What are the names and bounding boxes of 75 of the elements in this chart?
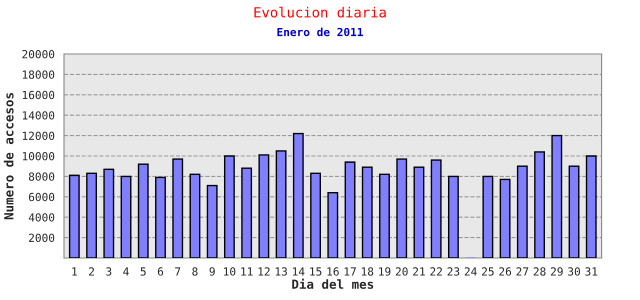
bar xyxy=(534,151,546,258)
x-tick-label: 4 xyxy=(123,267,129,276)
x-tick-label: 5 xyxy=(140,267,146,276)
bar xyxy=(500,178,511,258)
y-tick-label: 12000 xyxy=(22,132,54,140)
x-tick-label: 6 xyxy=(158,267,164,276)
y-tick-label: 14000 xyxy=(22,111,54,120)
bar xyxy=(516,166,528,258)
x-tick-label: 1 xyxy=(72,267,77,276)
x-tick-label: 21 xyxy=(413,267,425,276)
bar xyxy=(362,166,373,258)
x-tick-label: 26 xyxy=(499,267,512,276)
y-tick-label: 6000 xyxy=(28,192,54,202)
x-tick-label: 22 xyxy=(430,267,442,276)
x-tick-label: 24 xyxy=(464,267,477,276)
x-tick-label: 13 xyxy=(276,267,287,276)
y-tick-label: 2000 xyxy=(29,234,54,242)
x-tick-label: 10 xyxy=(224,267,236,276)
bar xyxy=(568,166,580,258)
x-tick-label: 31 xyxy=(585,267,598,276)
x-tick-label: 15 xyxy=(310,267,322,276)
bar xyxy=(448,176,459,258)
y-tick-label: 16000 xyxy=(22,90,54,100)
bar xyxy=(190,174,200,258)
bar xyxy=(68,174,80,258)
x-tick-label: 28 xyxy=(534,267,546,276)
x-tick-label: 3 xyxy=(106,267,112,276)
bar xyxy=(586,155,597,258)
x-tick-label: 7 xyxy=(175,267,180,276)
x-tick-label: 12 xyxy=(258,267,270,276)
x-tick-label: 30 xyxy=(568,267,580,276)
bar xyxy=(258,154,270,258)
x-tick-label: 11 xyxy=(241,267,253,276)
bar xyxy=(482,176,494,258)
x-tick-label: 17 xyxy=(344,267,356,276)
x-tick-label: 20 xyxy=(396,267,408,276)
bar xyxy=(430,159,442,258)
y-axis-title: Numero de accesos xyxy=(4,93,14,220)
bar xyxy=(155,176,166,258)
y-tick-label: 4000 xyxy=(28,213,54,222)
y-tick-label: 8000 xyxy=(28,172,54,181)
bar xyxy=(206,184,218,258)
bar xyxy=(414,166,424,258)
bar xyxy=(396,158,408,258)
x-tick-label: 23 xyxy=(448,267,460,276)
bar xyxy=(276,150,287,258)
x-tick-label: 8 xyxy=(192,267,198,276)
bar xyxy=(103,168,114,258)
bar xyxy=(292,132,304,258)
x-tick-label: 16 xyxy=(327,267,339,276)
y-tick-label: 18000 xyxy=(22,70,54,79)
y-tick-label: 20000 xyxy=(22,50,54,58)
bar xyxy=(379,174,390,258)
bar xyxy=(344,161,356,258)
bar xyxy=(241,168,252,258)
x-axis-title: Dia del mes xyxy=(292,278,374,289)
x-tick-label: 14 xyxy=(292,267,304,276)
bar xyxy=(327,192,338,258)
bar xyxy=(310,172,322,258)
x-tick-label: 25 xyxy=(482,267,494,276)
y-tick-label: 10000 xyxy=(22,152,54,160)
bar xyxy=(138,163,149,258)
x-tick-label: 18 xyxy=(362,267,374,276)
bar xyxy=(551,134,562,258)
bar xyxy=(224,155,235,258)
x-tick-label: 19 xyxy=(379,267,390,276)
x-tick-label: 27 xyxy=(516,267,528,276)
bar xyxy=(120,176,132,258)
chart-title: Evolucion diaria xyxy=(254,6,386,18)
x-tick-label: 2 xyxy=(89,267,94,276)
bar xyxy=(86,172,98,258)
chart-subtitle: Enero de 2011 xyxy=(277,28,363,36)
x-tick-label: 9 xyxy=(210,267,215,276)
bar xyxy=(172,158,184,258)
x-tick-label: 29 xyxy=(550,267,563,276)
